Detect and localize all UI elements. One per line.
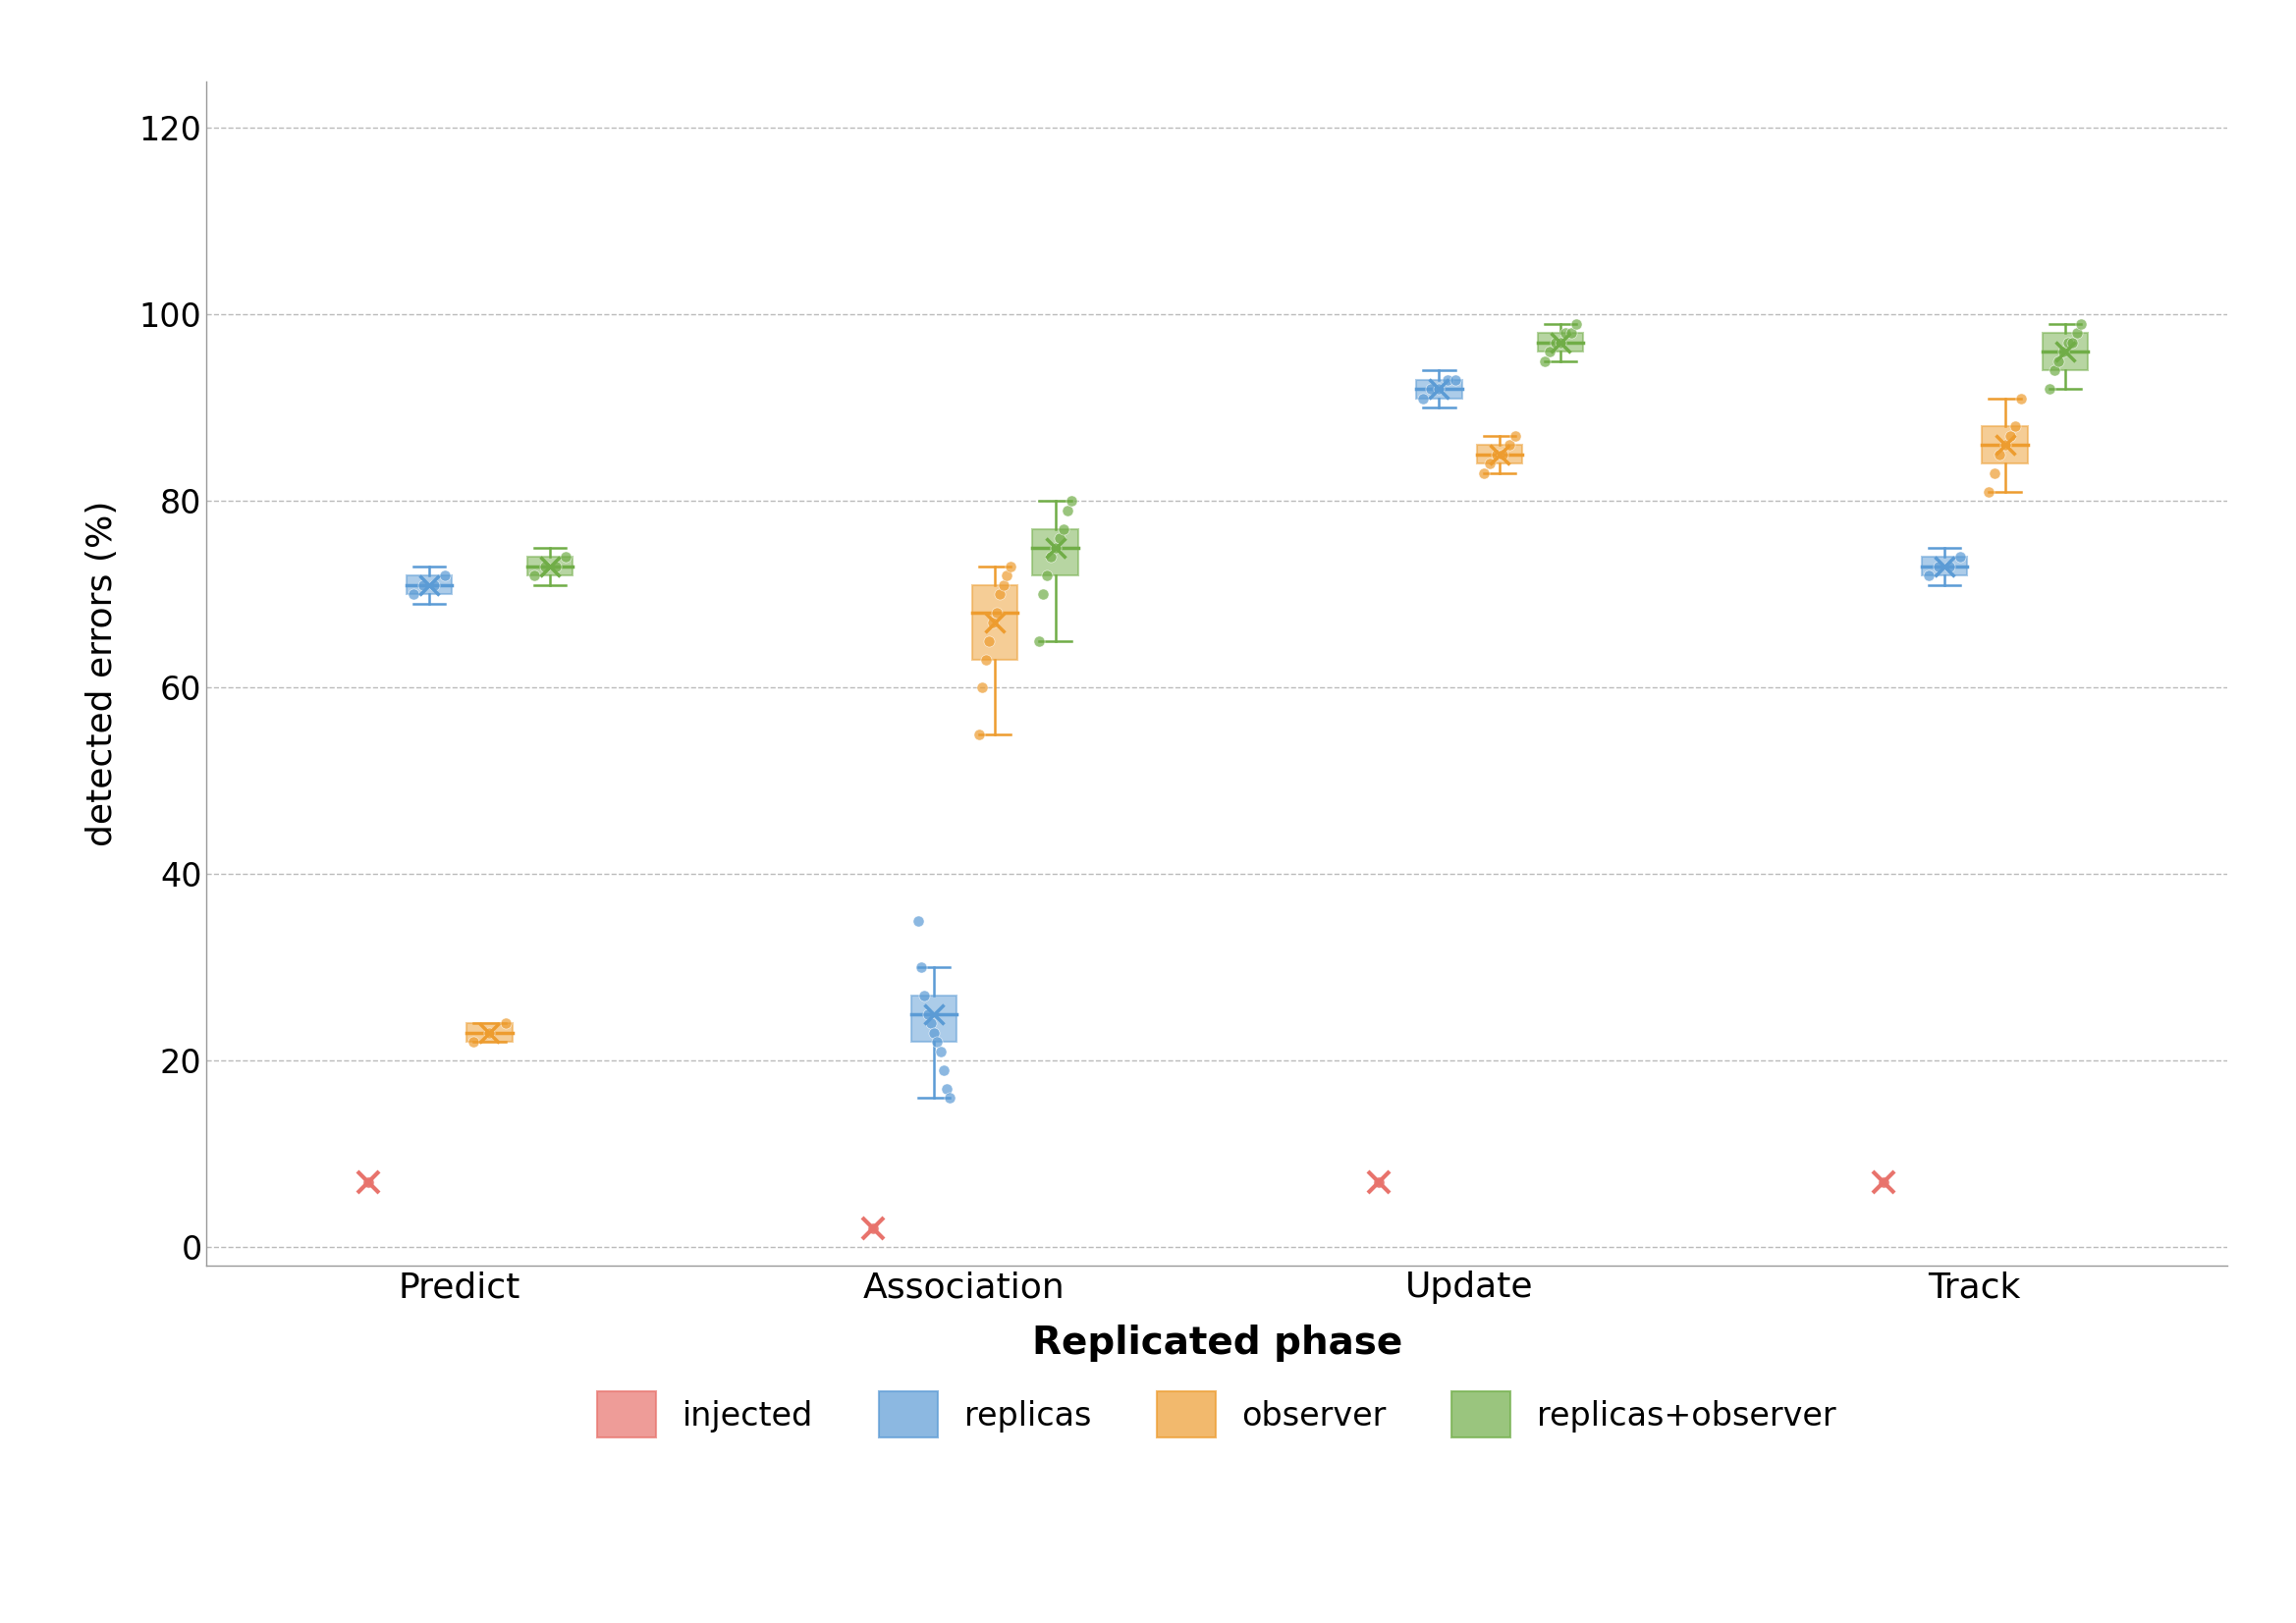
Bar bbox=[1981, 427, 2027, 464]
Bar bbox=[1417, 380, 1463, 398]
Bar bbox=[466, 1024, 512, 1042]
Bar bbox=[2043, 333, 2087, 370]
Bar bbox=[406, 576, 452, 594]
Bar bbox=[1033, 529, 1079, 576]
Bar bbox=[912, 995, 957, 1042]
Bar bbox=[1476, 445, 1522, 464]
X-axis label: Replicated phase: Replicated phase bbox=[1031, 1324, 1403, 1362]
Bar bbox=[971, 584, 1017, 659]
Legend: injected, replicas, observer, replicas+observer: injected, replicas, observer, replicas+o… bbox=[585, 1378, 1848, 1451]
Bar bbox=[1922, 557, 1968, 576]
Bar bbox=[1538, 333, 1582, 352]
Bar bbox=[528, 557, 574, 576]
Y-axis label: detected errors (%): detected errors (%) bbox=[85, 500, 119, 847]
